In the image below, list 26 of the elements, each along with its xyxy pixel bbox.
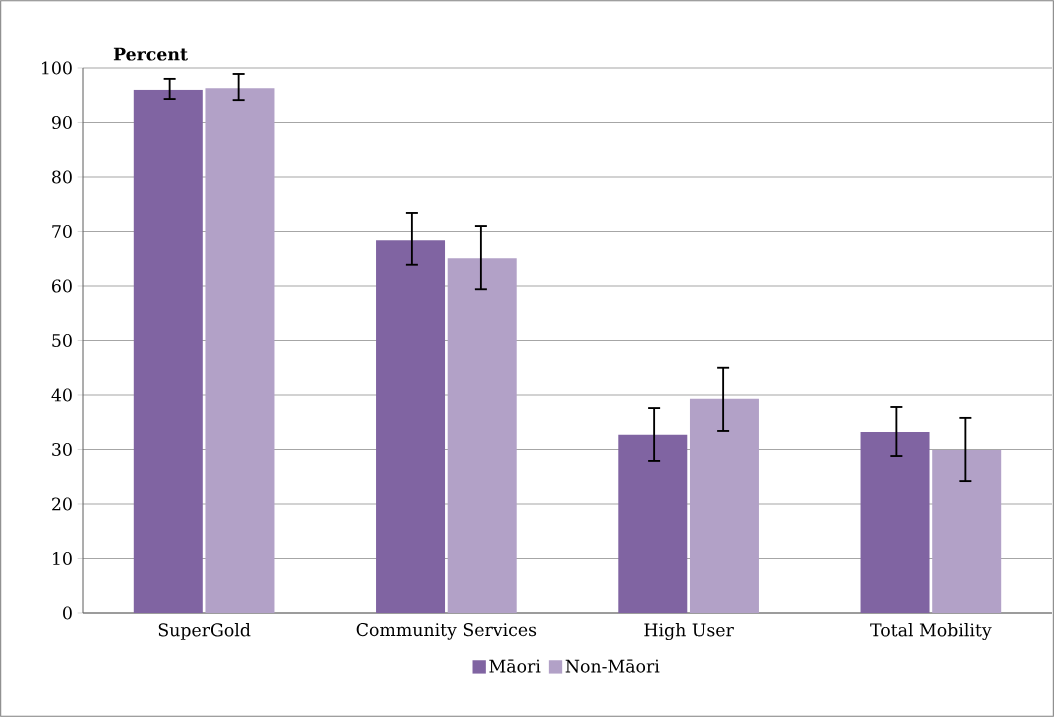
legend-label: Māori [489,659,541,673]
bar [376,240,446,613]
y-tick-label: 80 [52,170,72,184]
bar [447,258,517,613]
x-tick-label: SuperGold [158,623,251,640]
y-tick-label: 10 [53,551,72,566]
y-tick-label: 20 [52,497,72,511]
y-tick-label: 0 [63,606,72,620]
y-tick-label: 90 [51,115,72,130]
y-tick-label: 30 [52,442,72,457]
bar [932,450,1002,613]
x-tick-label: Total Mobility [870,623,992,641]
y-tick-label: 70 [52,224,72,239]
y-tick-label: 60 [52,279,72,293]
x-tick-label: High User [644,623,734,641]
y-tick-label: 50 [52,333,72,348]
legend-label: Non-Māori [565,659,660,673]
y-tick-label: 100 [41,61,72,75]
bar [205,88,275,613]
bar [689,398,759,613]
x-tick-label: Community Services [356,623,537,640]
y-axis-title: Percent [113,47,188,61]
bar [133,89,203,613]
bar [860,432,930,613]
bar [618,434,688,613]
y-tick-label: 40 [51,388,72,402]
